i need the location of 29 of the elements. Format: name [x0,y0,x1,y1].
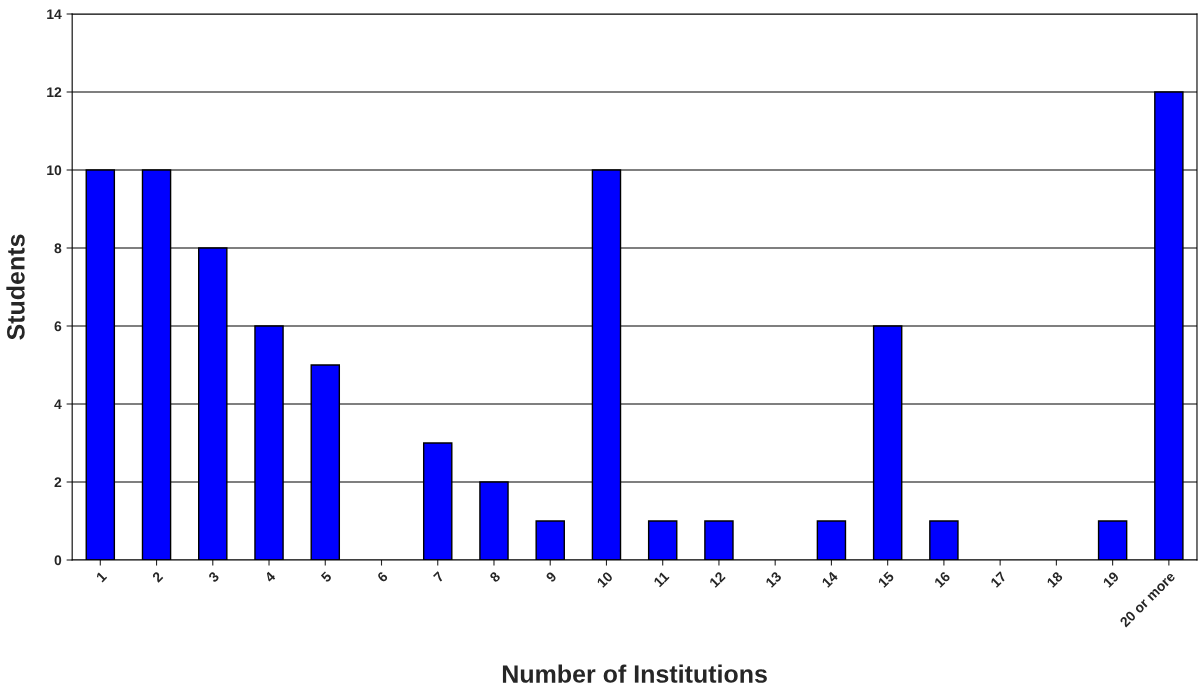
x-tick-label: 17 [990,571,1007,588]
x-tick-label: 10 [596,571,614,588]
x-tick-label: 13 [765,571,783,588]
y-axis-title: Students [6,234,25,340]
x-tick-label: 6 [376,571,389,583]
x-tick-label: 4 [264,570,277,583]
y-tick-label: 14 [47,9,62,20]
x-axis-title: Number of Institutions [502,664,767,683]
x-tick-label: 18 [1046,570,1064,588]
x-tick-label: 15 [877,571,895,588]
y-tick-label: 12 [47,87,62,98]
y-tick-label: 10 [47,165,62,176]
y-tick-label: 2 [54,477,62,488]
x-tick-label: 12 [708,571,726,588]
x-tick-label: 8 [489,570,501,583]
x-tick-label: 2 [151,571,164,583]
x-tick-label: 1 [95,571,108,583]
y-tick-label: 0 [54,555,62,566]
x-tick-label: 9 [545,571,558,583]
x-tick-label: 19 [1102,571,1120,588]
x-tick-label: 3 [207,571,220,583]
x-tick-label: 7 [433,571,445,583]
x-tick-label: 16 [933,571,951,588]
y-tick-label: 8 [54,243,62,254]
x-tick-label: 11 [653,571,670,588]
x-tick-label: 14 [821,570,839,588]
y-tick-label: 6 [54,321,62,332]
y-tick-label: 4 [54,399,62,410]
x-tick-label: 5 [320,571,333,583]
